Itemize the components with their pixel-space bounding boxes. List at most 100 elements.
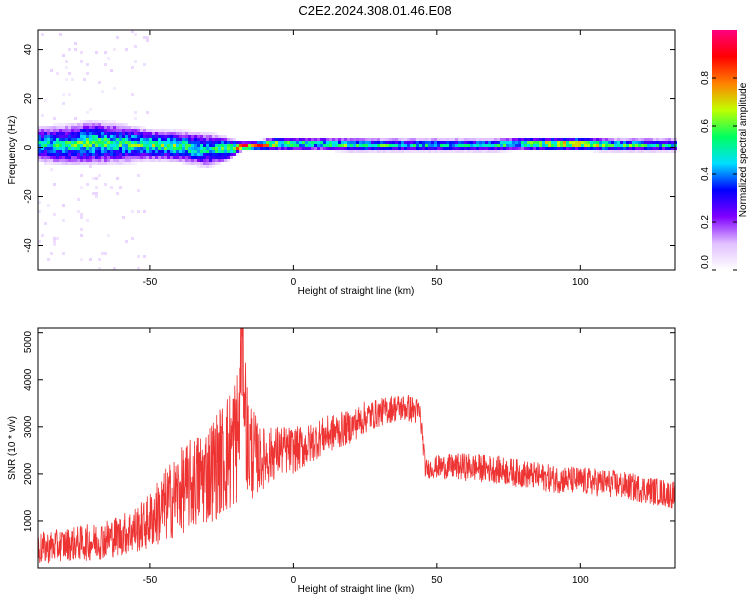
spectral-cell — [518, 141, 521, 144]
spectral-cell — [605, 150, 608, 153]
spectral-cell — [92, 135, 95, 138]
spectral-cell — [86, 156, 89, 159]
spectral-cell — [122, 123, 125, 126]
spectral-cell — [212, 138, 215, 141]
spectral-cell — [641, 141, 644, 144]
spectral-cell — [161, 138, 164, 141]
spectral-cell — [128, 129, 131, 132]
spectral-cell — [86, 129, 89, 132]
spectral-cell — [359, 147, 362, 150]
spectral-cell — [485, 138, 488, 141]
spectral-cell — [110, 135, 113, 138]
spectral-cell — [590, 144, 593, 147]
spectral-cell — [104, 63, 107, 66]
spectral-cell — [56, 156, 59, 159]
spectral-cell — [74, 48, 77, 51]
spectral-cell — [68, 72, 71, 75]
spectral-cell — [560, 138, 563, 141]
spectral-cell — [185, 147, 188, 150]
colorbar-tick-label: 0.8 — [700, 71, 711, 85]
spectral-cell — [410, 144, 413, 147]
spectral-cell — [83, 147, 86, 150]
spectral-cell — [569, 138, 572, 141]
spectral-cell — [152, 141, 155, 144]
spectral-cell — [77, 153, 80, 156]
spectral-cell — [383, 138, 386, 141]
spectral-cell — [518, 147, 521, 150]
spectral-cell — [98, 129, 101, 132]
spectral-cell — [212, 150, 215, 153]
spectral-cell — [236, 144, 239, 147]
spectral-cell — [173, 138, 176, 141]
spectral-cell — [53, 240, 56, 243]
spectral-cell — [53, 138, 56, 141]
spectral-cell — [395, 141, 398, 144]
spectral-cell — [68, 141, 71, 144]
spectral-cell — [56, 72, 59, 75]
spectral-cell — [173, 153, 176, 156]
spectral-cell — [197, 135, 200, 138]
spectral-cell — [113, 144, 116, 147]
spectral-cell — [203, 162, 206, 165]
spectral-cell — [290, 141, 293, 144]
spectral-cell — [104, 126, 107, 129]
spectral-cell — [428, 147, 431, 150]
spectral-cell — [224, 150, 227, 153]
spectral-cell — [455, 147, 458, 150]
spectral-cell — [506, 138, 509, 141]
spectral-cell — [185, 135, 188, 138]
spectral-cell — [296, 141, 299, 144]
spectral-cell — [113, 120, 116, 123]
spectral-cell — [485, 141, 488, 144]
spectral-cell — [497, 138, 500, 141]
spectral-cell — [659, 147, 662, 150]
spectral-cell — [509, 147, 512, 150]
spectral-cell — [320, 144, 323, 147]
spectral-cell — [338, 147, 341, 150]
spectral-cell — [119, 186, 122, 189]
spectral-cell — [341, 141, 344, 144]
spectral-cell — [95, 153, 98, 156]
spectral-cell — [440, 138, 443, 141]
spectral-cell — [209, 159, 212, 162]
spectral-cell — [518, 144, 521, 147]
spectral-cell — [50, 138, 53, 141]
spectral-cell — [185, 144, 188, 147]
spectral-cell — [155, 150, 158, 153]
spectral-cell — [50, 159, 53, 162]
spectral-cell — [50, 147, 53, 150]
spectral-cell — [578, 144, 581, 147]
spectrogram-x-axis-label: Height of straight line (km) — [298, 286, 415, 297]
spectral-cell — [278, 141, 281, 144]
spectral-cell — [113, 138, 116, 141]
spectral-cell — [221, 153, 224, 156]
spectral-cell — [170, 159, 173, 162]
spectral-cell — [98, 258, 101, 261]
spectral-cell — [668, 147, 671, 150]
spectral-cell — [122, 126, 125, 129]
spectral-cell — [461, 147, 464, 150]
spectral-cell — [92, 177, 95, 180]
spectral-cell — [626, 138, 629, 141]
spectral-cell — [95, 156, 98, 159]
spectral-cell — [311, 147, 314, 150]
spectral-cell — [77, 123, 80, 126]
spectral-cell — [56, 150, 59, 153]
spectral-cell — [65, 162, 68, 165]
spectral-cell — [146, 147, 149, 150]
spectral-cell — [56, 135, 59, 138]
spectral-cell — [143, 132, 146, 135]
spectral-cell — [230, 144, 233, 147]
spectral-cell — [272, 147, 275, 150]
spectral-cell — [392, 150, 395, 153]
spectral-cell — [419, 147, 422, 150]
spectral-cell — [332, 144, 335, 147]
spectral-cell — [626, 144, 629, 147]
spectral-cell — [62, 141, 65, 144]
spectral-cell — [80, 150, 83, 153]
spectral-cell — [173, 129, 176, 132]
spectral-cell — [428, 150, 431, 153]
spectral-cell — [629, 147, 632, 150]
spectral-cell — [188, 150, 191, 153]
